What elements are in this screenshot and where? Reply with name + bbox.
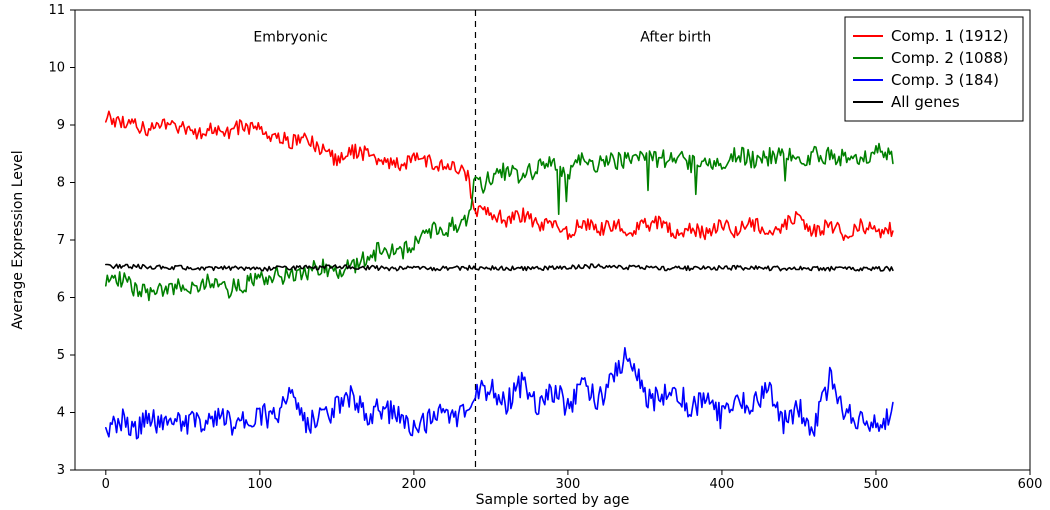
svg-text:8: 8 bbox=[57, 176, 65, 191]
svg-text:4: 4 bbox=[57, 406, 65, 421]
expression-line-chart: 0 100 200 300 400 500 600 3 4 5 6 7 8 9 10 11 Sample sor… bbox=[0, 0, 1050, 510]
svg-text:Sample sorted by age: Sample sorted by age bbox=[476, 492, 630, 508]
svg-text:Average Expression Level: Average Expression Level bbox=[10, 150, 26, 329]
svg-text:Embryonic: Embryonic bbox=[253, 30, 327, 46]
svg-text:300: 300 bbox=[555, 477, 580, 492]
svg-text:7: 7 bbox=[57, 233, 65, 248]
svg-text:500: 500 bbox=[864, 477, 889, 492]
svg-text:600: 600 bbox=[1018, 477, 1043, 492]
svg-text:400: 400 bbox=[710, 477, 735, 492]
svg-text:10: 10 bbox=[48, 61, 65, 76]
chart-container: 0 100 200 300 400 500 600 3 4 5 6 7 8 9 10 11 Sample sor… bbox=[0, 0, 1050, 510]
svg-text:200: 200 bbox=[401, 477, 426, 492]
svg-text:All genes: All genes bbox=[891, 93, 960, 111]
svg-text:11: 11 bbox=[48, 3, 65, 18]
svg-text:After birth: After birth bbox=[640, 30, 711, 46]
svg-text:Comp. 1 (1912): Comp. 1 (1912) bbox=[891, 27, 1009, 45]
svg-text:Comp. 3 (184): Comp. 3 (184) bbox=[891, 71, 999, 89]
svg-text:5: 5 bbox=[57, 348, 65, 363]
svg-text:100: 100 bbox=[247, 477, 272, 492]
svg-text:0: 0 bbox=[102, 477, 110, 492]
svg-text:3: 3 bbox=[57, 463, 65, 478]
svg-text:6: 6 bbox=[57, 291, 65, 306]
svg-text:Comp. 2 (1088): Comp. 2 (1088) bbox=[891, 49, 1009, 67]
svg-text:9: 9 bbox=[57, 118, 65, 133]
